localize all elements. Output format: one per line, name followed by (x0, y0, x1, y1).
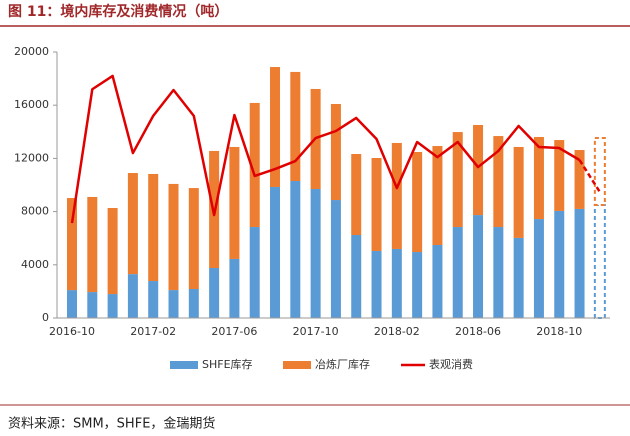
bar (107, 294, 118, 318)
bar (188, 188, 199, 290)
x-tick-label: 2017-06 (211, 325, 257, 338)
bar (432, 244, 443, 318)
bar (554, 210, 565, 318)
bar (574, 150, 585, 209)
bar (330, 104, 341, 201)
y-tick-label: 0 (42, 311, 49, 324)
bar (574, 208, 585, 318)
x-tick-label: 2018-02 (374, 325, 420, 338)
bar (107, 208, 118, 295)
bar (127, 274, 138, 318)
bar (67, 198, 78, 291)
bar (188, 289, 199, 318)
line-forecast (578, 159, 601, 193)
bar (412, 152, 423, 253)
bar (87, 292, 98, 318)
bar (513, 237, 524, 318)
bar (533, 136, 544, 220)
y-tick-label: 12000 (14, 151, 49, 164)
bar (371, 250, 382, 318)
source: 资料来源：SMM，SHFE，金瑞期货 (8, 416, 215, 432)
bar (452, 132, 463, 228)
bar (168, 183, 179, 291)
x-tick-label: 2018-10 (536, 325, 582, 338)
bar (249, 102, 260, 228)
bar (270, 67, 281, 187)
bar (391, 142, 402, 249)
legend-label: 表观消费 (429, 357, 473, 371)
bar (148, 281, 159, 318)
line (70, 74, 581, 224)
legend-label: 冶炼厂库存 (315, 357, 370, 371)
legend-swatch (170, 361, 198, 369)
legend-label: SHFE库存 (202, 357, 253, 371)
x-tick-label: 2018-06 (455, 325, 501, 338)
x-tick-label: 2017-10 (293, 325, 339, 338)
x-tick-label: 2016-10 (49, 325, 95, 338)
bar (249, 227, 260, 318)
bar (533, 219, 544, 318)
legend-swatch (283, 361, 311, 369)
bar (330, 200, 341, 318)
bar (473, 125, 484, 216)
bar (493, 227, 504, 318)
bar (148, 173, 159, 282)
bar (412, 252, 423, 318)
bar (371, 158, 382, 251)
bar (87, 196, 98, 293)
bar (432, 146, 443, 245)
bar (351, 235, 362, 318)
bar (270, 186, 281, 318)
bar (452, 227, 463, 318)
y-tick-label: 20000 (14, 45, 49, 58)
y-tick-label: 8000 (21, 205, 49, 218)
bar (593, 137, 606, 206)
bar (67, 290, 78, 318)
bar (127, 173, 138, 275)
bar (554, 140, 565, 211)
bar (209, 267, 220, 318)
bar (229, 146, 240, 259)
bar (473, 215, 484, 318)
x-tick-label: 2017-02 (130, 325, 176, 338)
chart-title: 图 11：境内库存及消费情况（吨） (8, 3, 228, 20)
bar (290, 71, 301, 182)
y-tick-label: 4000 (21, 258, 49, 271)
bar (290, 181, 301, 318)
bar (310, 188, 321, 318)
bar (593, 203, 606, 319)
bar (493, 136, 504, 228)
bar (229, 258, 240, 318)
bar (391, 248, 402, 318)
bar (351, 154, 362, 236)
bar (168, 290, 179, 318)
bar (513, 146, 524, 238)
y-tick-label: 16000 (14, 98, 49, 111)
